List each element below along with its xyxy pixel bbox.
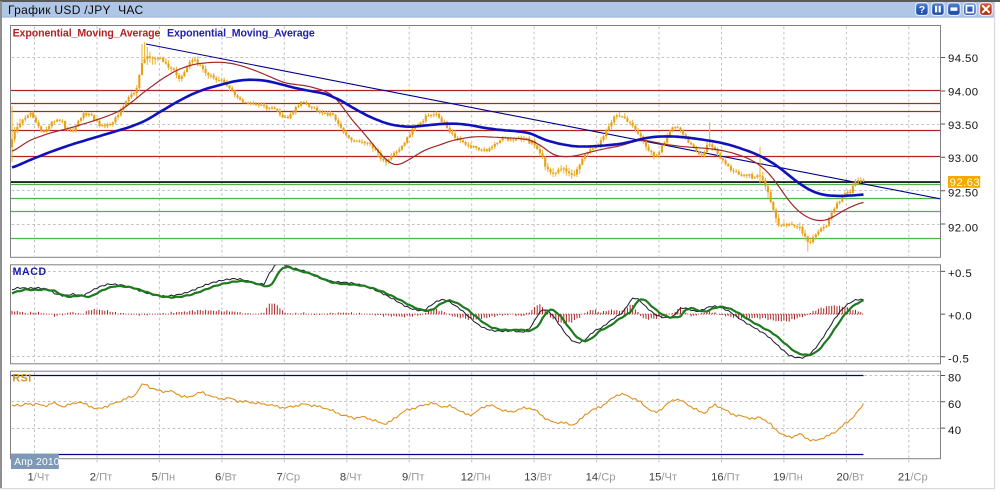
- svg-text:92.63: 92.63: [950, 177, 981, 189]
- svg-text:Exponential_Moving_Average: Exponential_Moving_Average: [13, 27, 161, 39]
- svg-text:+0.5: +0.5: [948, 268, 972, 280]
- svg-text:2/Пт: 2/Пт: [90, 471, 113, 483]
- svg-text:14/Ср: 14/Ср: [586, 471, 616, 483]
- svg-text:+0.0: +0.0: [948, 311, 972, 323]
- svg-text:Апр 2010: Апр 2010: [14, 457, 60, 468]
- svg-text:6/Вт: 6/Вт: [215, 471, 237, 483]
- svg-text:60: 60: [948, 399, 961, 411]
- svg-text:1/Чт: 1/Чт: [28, 471, 50, 483]
- svg-text:19/Пн: 19/Пн: [773, 471, 803, 483]
- svg-text:7/Ср: 7/Ср: [276, 471, 300, 483]
- svg-text:20/Вт: 20/Вт: [837, 471, 865, 483]
- svg-text:График USD /JPY ЧАС: График USD /JPY ЧАС: [8, 3, 143, 17]
- svg-text:8/Чт: 8/Чт: [340, 471, 362, 483]
- svg-text:5/Пн: 5/Пн: [152, 471, 176, 483]
- svg-text:12/Пн: 12/Пн: [461, 471, 491, 483]
- svg-text:16/Пт: 16/Пт: [711, 471, 740, 483]
- svg-text:92.00: 92.00: [948, 223, 979, 235]
- svg-text:94.50: 94.50: [948, 53, 979, 65]
- svg-text:21/Ср: 21/Ср: [898, 471, 928, 483]
- svg-text:80: 80: [948, 373, 961, 385]
- svg-text:94.00: 94.00: [948, 86, 979, 98]
- svg-text:-0.5: -0.5: [948, 354, 969, 366]
- svg-text:9/Пт: 9/Пт: [402, 471, 425, 483]
- svg-text:MACD: MACD: [13, 266, 47, 278]
- svg-text:Exponential_Moving_Average: Exponential_Moving_Average: [167, 27, 315, 39]
- svg-text:93.00: 93.00: [948, 153, 979, 165]
- svg-text:13/Вт: 13/Вт: [524, 471, 552, 483]
- svg-text:15/Чт: 15/Чт: [649, 471, 677, 483]
- svg-text:RSI: RSI: [12, 372, 31, 384]
- svg-text:93.50: 93.50: [948, 120, 979, 132]
- svg-text:40: 40: [948, 425, 961, 437]
- svg-text:92.50: 92.50: [948, 188, 979, 200]
- svg-text:?: ?: [919, 4, 925, 16]
